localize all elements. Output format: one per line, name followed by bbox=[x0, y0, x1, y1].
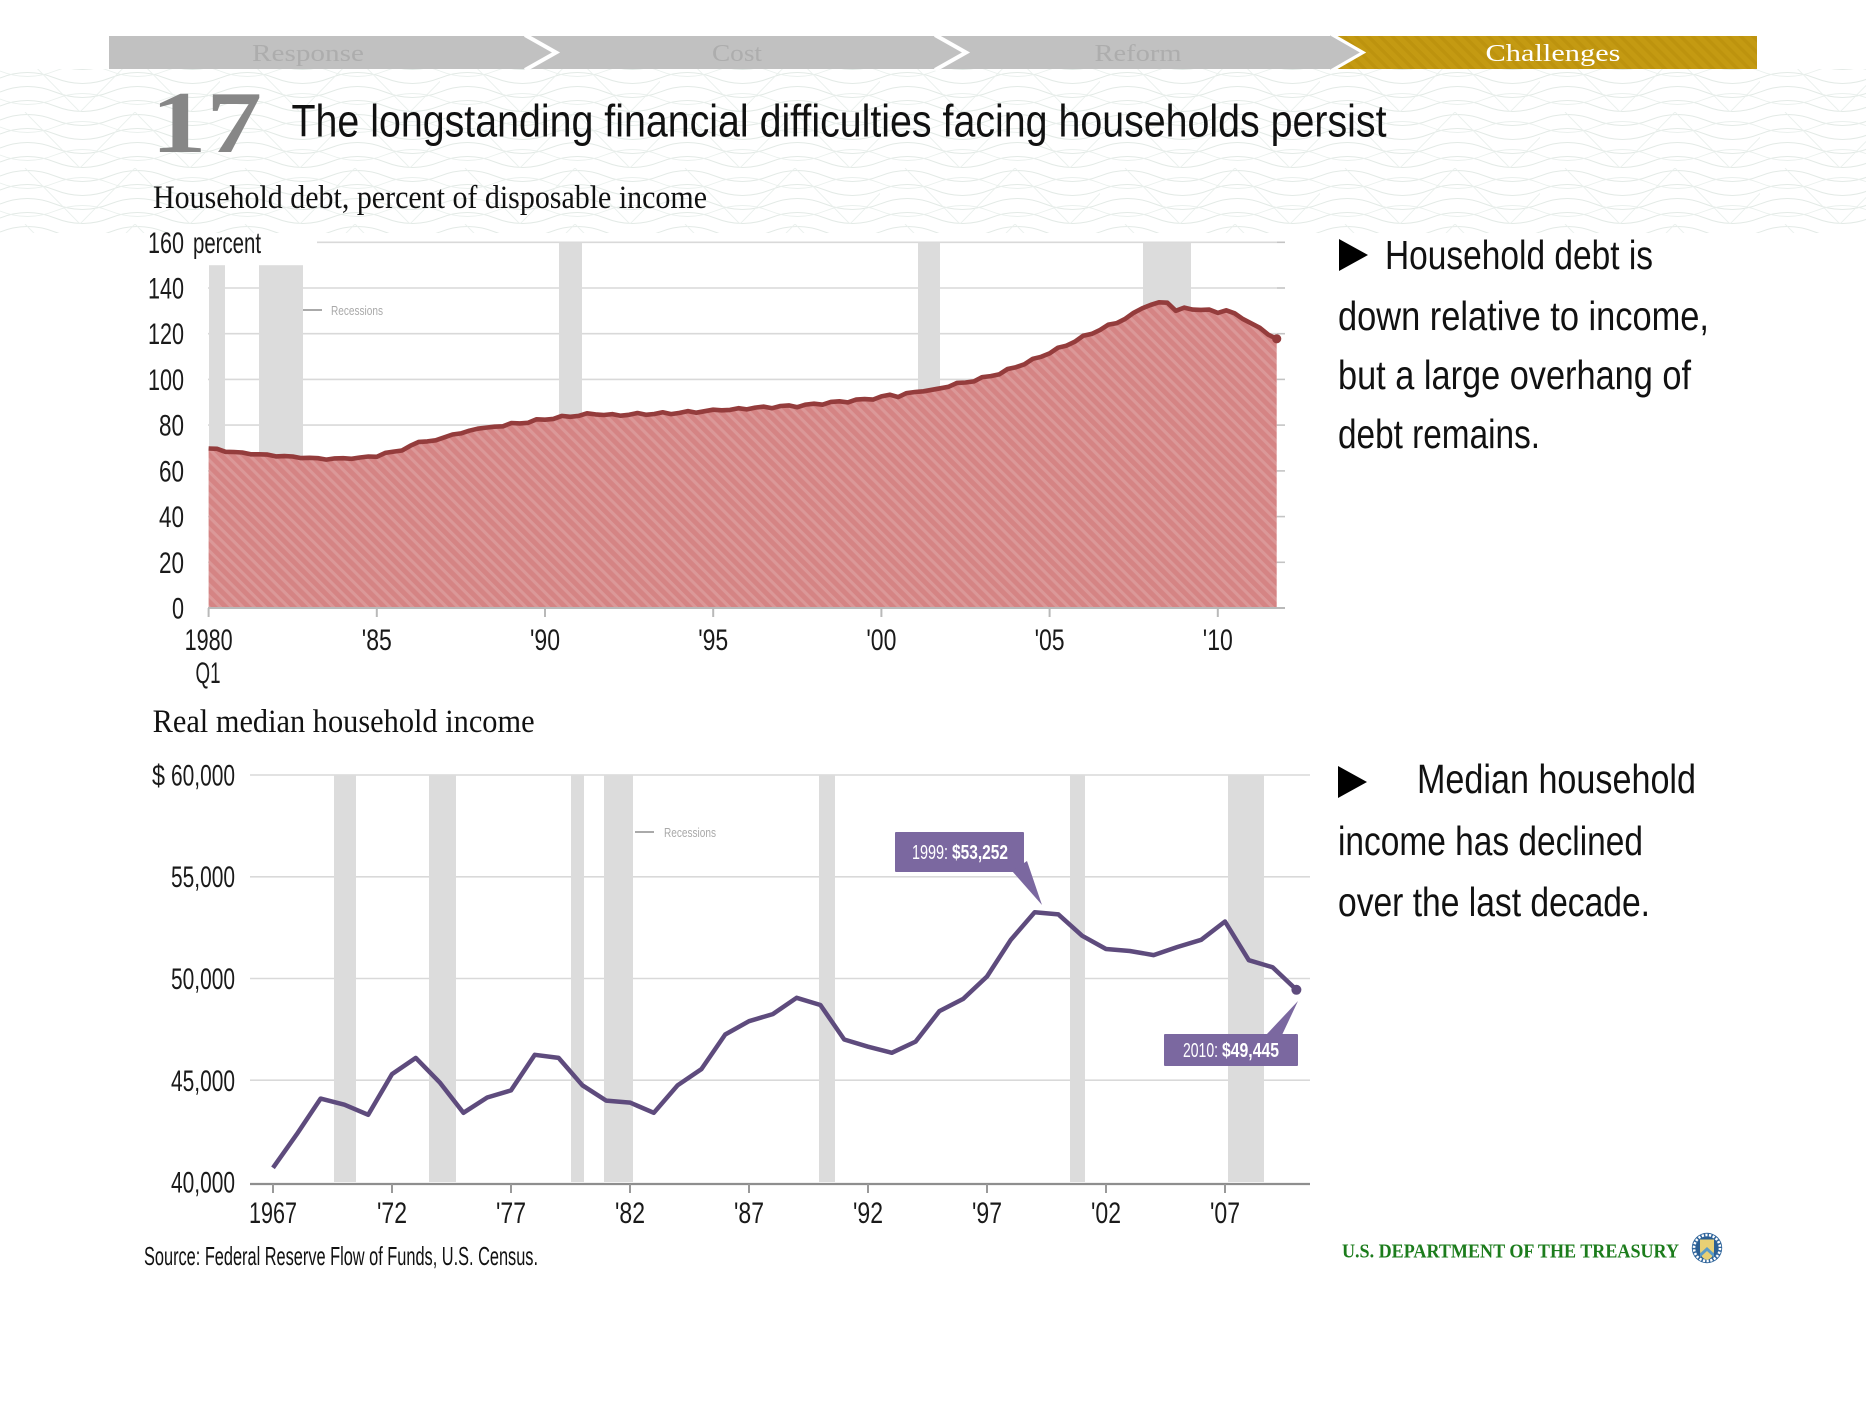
svg-text:down relative to income,: down relative to income, bbox=[1338, 293, 1709, 339]
svg-text:Recessions: Recessions bbox=[664, 825, 716, 840]
svg-text:'87: '87 bbox=[734, 1197, 764, 1230]
svg-text:80: 80 bbox=[159, 410, 184, 443]
svg-text:Median household: Median household bbox=[1417, 756, 1696, 802]
svg-text:160: 160 bbox=[148, 227, 184, 260]
svg-text:Source: Federal Reserve Flow o: Source: Federal Reserve Flow of Funds, U… bbox=[144, 1241, 538, 1271]
svg-text:0: 0 bbox=[172, 593, 184, 626]
svg-text:20: 20 bbox=[159, 547, 184, 580]
svg-text:debt remains.: debt remains. bbox=[1338, 411, 1540, 457]
svg-text:'97: '97 bbox=[972, 1197, 1002, 1230]
svg-text:17: 17 bbox=[151, 75, 262, 172]
svg-text:45,000: 45,000 bbox=[171, 1065, 235, 1098]
svg-text:over the last decade.: over the last decade. bbox=[1338, 879, 1650, 925]
svg-text:'90: '90 bbox=[530, 624, 560, 657]
svg-text:Reform: Reform bbox=[1095, 41, 1182, 67]
svg-text:but a large overhang of: but a large overhang of bbox=[1338, 352, 1691, 398]
svg-text:$49,445: $49,445 bbox=[1222, 1040, 1279, 1062]
svg-text:'82: '82 bbox=[615, 1197, 645, 1230]
svg-text:Household debt, percent of dis: Household debt, percent of disposable in… bbox=[153, 180, 707, 216]
svg-text:40,000: 40,000 bbox=[171, 1167, 235, 1200]
svg-text:Real median household income: Real median household income bbox=[153, 704, 535, 740]
svg-text:40: 40 bbox=[159, 501, 184, 534]
svg-text:140: 140 bbox=[148, 273, 184, 306]
svg-text:'07: '07 bbox=[1210, 1197, 1240, 1230]
svg-text:'72: '72 bbox=[377, 1197, 407, 1230]
svg-text:'77: '77 bbox=[496, 1197, 526, 1230]
svg-text:Challenges: Challenges bbox=[1486, 41, 1621, 67]
svg-text:2010:: 2010: bbox=[1183, 1040, 1218, 1062]
svg-text:Q1: Q1 bbox=[196, 657, 221, 690]
svg-text:Response: Response bbox=[252, 41, 364, 67]
svg-text:120: 120 bbox=[148, 318, 184, 351]
svg-text:'85: '85 bbox=[362, 624, 392, 657]
svg-text:60,000: 60,000 bbox=[171, 760, 235, 793]
svg-text:55,000: 55,000 bbox=[171, 861, 235, 894]
svg-text:50,000: 50,000 bbox=[171, 963, 235, 996]
svg-text:'00: '00 bbox=[866, 624, 896, 657]
svg-text:Cost: Cost bbox=[712, 41, 762, 67]
svg-text:Recessions: Recessions bbox=[331, 303, 383, 318]
svg-text:60: 60 bbox=[159, 455, 184, 488]
svg-text:income has declined: income has declined bbox=[1338, 818, 1643, 864]
svg-text:1967: 1967 bbox=[249, 1197, 297, 1230]
svg-text:'10: '10 bbox=[1203, 624, 1233, 657]
svg-text:'02: '02 bbox=[1091, 1197, 1121, 1230]
svg-text:100: 100 bbox=[148, 364, 184, 397]
svg-text:1980: 1980 bbox=[185, 624, 233, 657]
svg-text:'92: '92 bbox=[853, 1197, 883, 1230]
svg-text:$: $ bbox=[152, 760, 165, 793]
svg-text:$53,252: $53,252 bbox=[952, 842, 1008, 864]
svg-text:Household debt is: Household debt is bbox=[1385, 232, 1653, 278]
svg-text:'95: '95 bbox=[698, 624, 728, 657]
svg-text:U.S. DEPARTMENT OF THE TREASUR: U.S. DEPARTMENT OF THE TREASURY bbox=[1342, 1241, 1679, 1263]
svg-text:1999:: 1999: bbox=[912, 842, 948, 864]
svg-text:'05: '05 bbox=[1035, 624, 1065, 657]
svg-text:percent: percent bbox=[193, 227, 261, 260]
svg-text:The longstanding financial dif: The longstanding financial difficulties … bbox=[292, 96, 1387, 147]
